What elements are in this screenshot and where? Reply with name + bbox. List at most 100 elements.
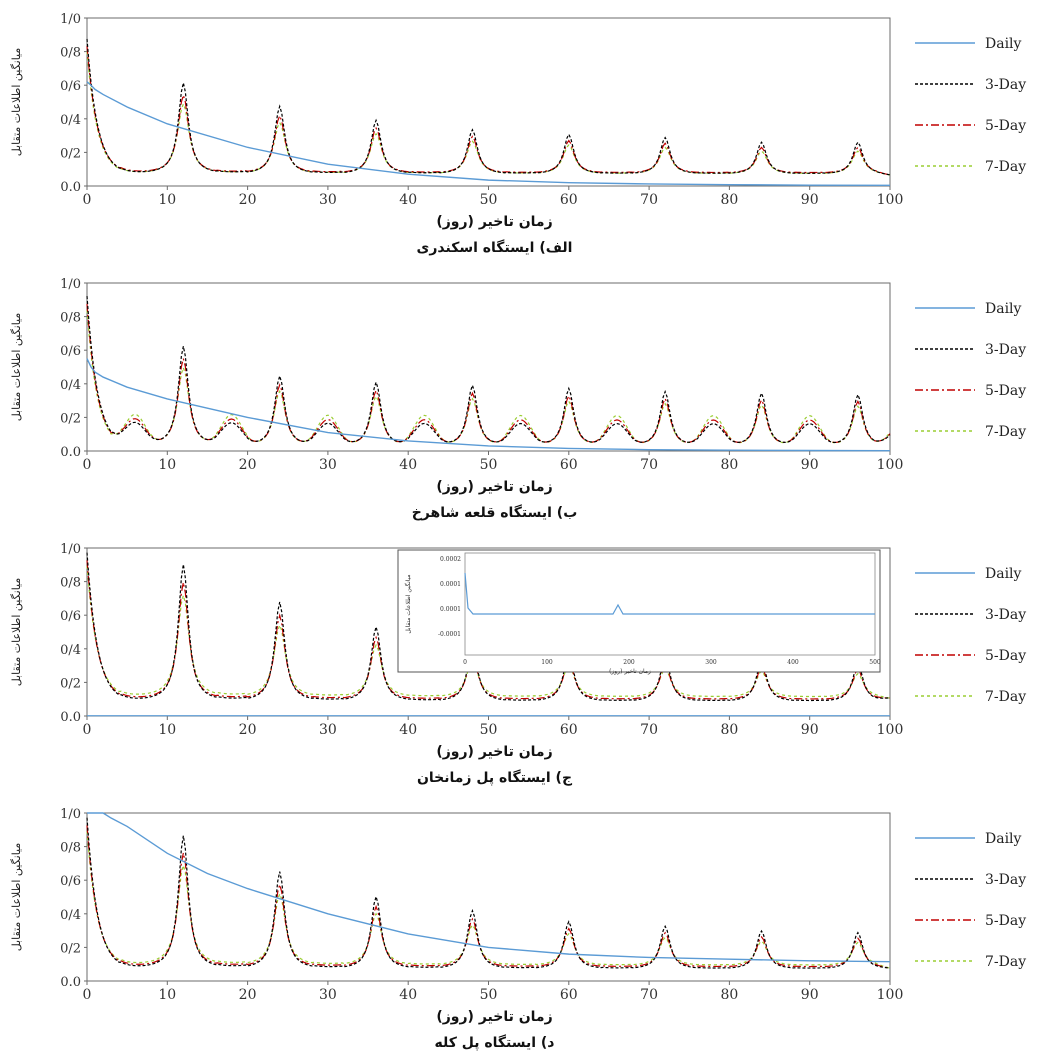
- x-tick-label: 0: [83, 987, 92, 1003]
- y-tick-label: 0/6: [60, 609, 81, 624]
- x-axis-title: زمان تاخیر (روز): [436, 214, 552, 230]
- y-tick-label: 0.0: [60, 975, 81, 990]
- y-tick-label: 0/4: [60, 378, 81, 393]
- series-line-daily: [86, 358, 891, 452]
- y-tick-label: 0.0: [60, 710, 81, 725]
- x-tick-label: 80: [720, 457, 738, 473]
- series-line-daily: [86, 81, 891, 187]
- inset-series-line-daily: [464, 572, 875, 615]
- x-tick-label: 100: [877, 722, 904, 738]
- y-tick-label: 0/6: [60, 344, 81, 359]
- y-tick-label: 1/0: [60, 807, 81, 822]
- y-tick-label: 0/4: [60, 908, 81, 923]
- legend-label: 7-Day: [985, 159, 1026, 175]
- panel-caption: ج) ایستگاه پل زمانخان: [417, 769, 573, 786]
- x-tick-label: 40: [399, 457, 417, 473]
- x-tick-label: 70: [640, 457, 658, 473]
- inset-x-tick-label: 200: [623, 659, 635, 666]
- x-tick-label: 0: [83, 457, 92, 473]
- y-axis-title: میانگین اطلاعات متقابل: [10, 48, 23, 157]
- y-tick-label: 0/2: [60, 676, 81, 691]
- x-tick-label: 50: [480, 457, 498, 473]
- x-tick-label: 90: [801, 722, 819, 738]
- inset-x-tick-label: 0: [463, 659, 467, 666]
- y-tick-label: 0.0: [60, 445, 81, 460]
- inset-chart: 0.0002 0.0001 0.0001 -0.0001 0 100 200 300 400 50…: [397, 549, 881, 675]
- x-tick-label: 60: [560, 457, 578, 473]
- inset-x-tick-label: 300: [705, 659, 717, 666]
- legend-label: 3-Day: [985, 607, 1026, 623]
- x-tick-label: 10: [158, 457, 176, 473]
- x-tick-label: 70: [640, 192, 658, 208]
- x-axis-title: زمان تاخیر (روز): [436, 1009, 552, 1025]
- x-tick-label: 30: [319, 987, 337, 1003]
- x-axis-title: زمان تاخیر (روز): [436, 479, 552, 495]
- x-tick-label: 20: [239, 192, 257, 208]
- series-line-3-day: [86, 38, 891, 176]
- y-tick-label: 0/6: [60, 79, 81, 94]
- panel-caption: الف) ایستگاه اسکندری: [417, 239, 573, 256]
- legend-label: 7-Day: [985, 424, 1026, 440]
- x-tick-label: 50: [480, 722, 498, 738]
- x-tick-label: 100: [877, 987, 904, 1003]
- y-tick-label: 1/0: [60, 542, 81, 557]
- y-tick-label: 0/4: [60, 643, 81, 658]
- inset-y-tick-label: -0.0001: [438, 631, 461, 638]
- y-tick-label: 0/4: [60, 113, 81, 128]
- x-tick-label: 20: [239, 457, 257, 473]
- y-tick-label: 0/2: [60, 941, 81, 956]
- legend-label: 7-Day: [985, 689, 1026, 705]
- x-tick-label: 100: [877, 192, 904, 208]
- x-tick-label: 40: [399, 192, 417, 208]
- y-tick-label: 0/8: [60, 46, 81, 61]
- legend-label: 7-Day: [985, 954, 1026, 970]
- legend-label: 5-Day: [985, 913, 1026, 929]
- x-tick-label: 10: [158, 987, 176, 1003]
- inset-y-tick-label: 0.0002: [440, 556, 461, 563]
- x-tick-label: 40: [399, 722, 417, 738]
- series-line-3-day: [86, 817, 891, 969]
- x-tick-label: 60: [560, 192, 578, 208]
- legend-label: 3-Day: [985, 342, 1026, 358]
- panel-caption: د) ایستگاه پل کله: [435, 1034, 555, 1051]
- y-axis-title: میانگین اطلاعات متقابل: [10, 313, 23, 422]
- legend-label: Daily: [985, 36, 1022, 52]
- x-tick-label: 100: [877, 457, 904, 473]
- y-axis-title: میانگین اطلاعات متقابل: [10, 843, 23, 952]
- x-tick-label: 0: [83, 192, 92, 208]
- x-tick-label: 80: [720, 987, 738, 1003]
- legend-label: 3-Day: [985, 872, 1026, 888]
- series-line-3-day: [86, 552, 891, 702]
- x-tick-label: 90: [801, 192, 819, 208]
- y-tick-label: 0/8: [60, 311, 81, 326]
- x-tick-label: 80: [720, 722, 738, 738]
- inset-frame: [397, 549, 881, 673]
- y-axis-title: میانگین اطلاعات متقابل: [10, 578, 23, 687]
- x-tick-label: 90: [801, 987, 819, 1003]
- x-tick-label: 30: [319, 192, 337, 208]
- plot-frame: [86, 17, 891, 187]
- x-tick-label: 80: [720, 192, 738, 208]
- y-tick-label: 0/2: [60, 146, 81, 161]
- inset-x-tick-label: 100: [541, 659, 553, 666]
- x-tick-label: 90: [801, 457, 819, 473]
- legend-label: 5-Day: [985, 648, 1026, 664]
- y-tick-label: 0/6: [60, 874, 81, 889]
- chart-panel-3: 0.0 0/2 0/4 0/6 0/8 1/0 0 10 20 30 40 50 60 70 80 90 100…: [10, 807, 1026, 1051]
- series-line-7-day: [86, 51, 891, 176]
- y-tick-label: 0/8: [60, 841, 81, 856]
- x-tick-label: 10: [158, 722, 176, 738]
- inset-y-axis-title: میانگین اطلاعات متقابل: [404, 574, 412, 633]
- x-tick-label: 50: [480, 192, 498, 208]
- y-tick-label: 1/0: [60, 12, 81, 27]
- chart-panel-0: 0.0 0/2 0/4 0/6 0/8 1/0 0 10 20 30 40 50 60 70 80 90 100…: [10, 12, 1026, 256]
- x-tick-label: 10: [158, 192, 176, 208]
- x-tick-label: 20: [239, 987, 257, 1003]
- chart-panel-1: 0.0 0/2 0/4 0/6 0/8 1/0 0 10 20 30 40 50 60 70 80 90 100…: [10, 277, 1026, 521]
- legend-label: 5-Day: [985, 383, 1026, 399]
- x-tick-label: 40: [399, 987, 417, 1003]
- x-tick-label: 70: [640, 722, 658, 738]
- legend-label: Daily: [985, 566, 1022, 582]
- series-line-7-day: [86, 565, 891, 699]
